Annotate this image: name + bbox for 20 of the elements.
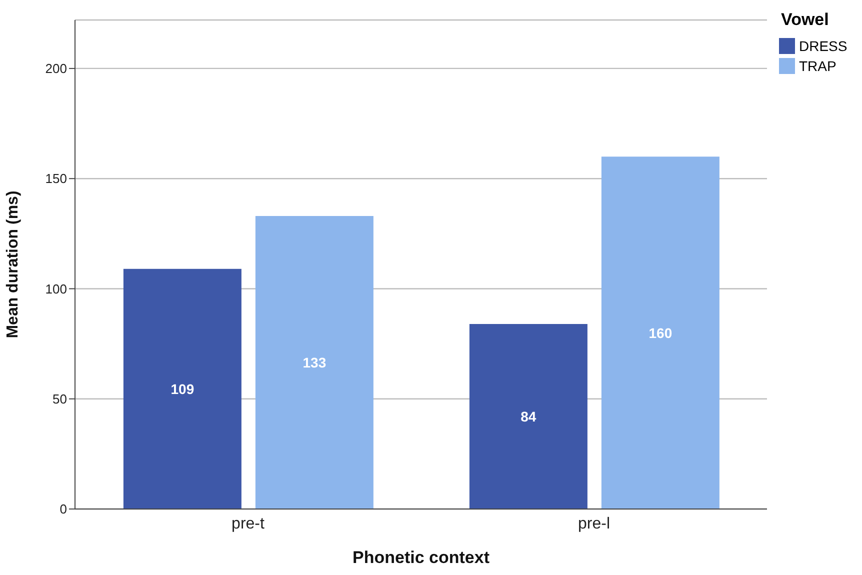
bar [123,268,242,509]
legend-label: TRAP [799,58,836,74]
x-axis-title: Phonetic context [352,548,490,567]
data-label: 109 [170,380,194,397]
legend-label: DRESS [799,38,848,54]
y-axis-title: Mean duration (ms) [4,190,22,338]
y-tick-label: 0 [60,502,67,517]
data-label: 133 [302,354,326,370]
bar [255,216,374,509]
bar [469,324,588,509]
y-tick-label: 200 [45,61,67,76]
data-label: 84 [520,408,536,424]
y-tick-label: 150 [45,171,67,186]
bar [601,156,720,509]
x-tick-label: pre-t [232,515,265,532]
data-label: 160 [648,324,672,341]
y-tick-label: 50 [52,391,67,406]
y-tick-label: 100 [45,281,67,296]
legend-title: Vowel [780,10,830,30]
x-tick-label: pre-l [578,515,610,532]
